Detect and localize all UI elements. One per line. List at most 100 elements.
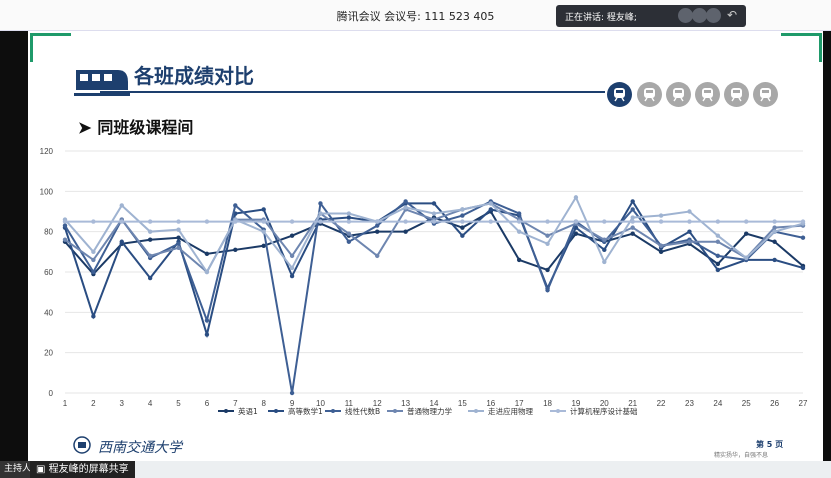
x-tick-label: 10	[316, 399, 325, 408]
x-tick-label: 22	[657, 399, 666, 408]
data-point	[62, 237, 68, 242]
data-point	[800, 219, 806, 224]
x-tick-label: 6	[205, 399, 210, 408]
data-point	[289, 273, 295, 279]
data-point	[147, 229, 153, 234]
participant-avatar-icon	[678, 8, 693, 23]
data-point	[602, 219, 607, 224]
x-tick-label: 21	[628, 399, 637, 408]
data-point	[687, 239, 692, 244]
data-point	[460, 207, 465, 212]
screen-share-icon: ▣	[36, 464, 46, 475]
nav-train-icon-2[interactable]	[637, 82, 662, 107]
data-point	[119, 203, 124, 208]
data-point	[658, 219, 664, 224]
data-point	[119, 219, 124, 224]
nav-train-icon-5[interactable]	[724, 82, 749, 107]
data-point	[147, 253, 153, 259]
data-point	[289, 233, 295, 238]
data-point	[715, 267, 721, 273]
screen-share-label: ▣ 程友峰的屏幕共享	[30, 461, 135, 478]
legend-marker	[224, 409, 228, 413]
data-point	[261, 243, 266, 248]
legend-marker	[393, 409, 397, 413]
y-tick-label: 100	[40, 187, 54, 196]
data-point	[91, 219, 96, 224]
screen-share-text: 程友峰的屏幕共享	[48, 464, 129, 475]
data-point	[516, 257, 522, 263]
x-tick-label: 15	[458, 399, 467, 408]
data-point	[687, 229, 692, 234]
meeting-title: 腾讯会议 会议号: 111 523 405	[336, 10, 495, 23]
x-tick-label: 2	[91, 399, 96, 408]
data-point	[204, 332, 210, 337]
x-tick-label: 12	[373, 399, 382, 408]
legend-label: 英语1	[238, 406, 258, 416]
data-point	[318, 219, 323, 224]
host-badge: 主持人	[0, 461, 36, 478]
line-chart: 0 20 40 60 80 100 120 1 2 3 4 5 6 7 8 9 10 11 12 13 14 15 16 17…	[28, 141, 823, 431]
data-point	[545, 219, 550, 224]
nav-train-icon-4[interactable]	[695, 82, 720, 107]
data-point	[573, 195, 579, 200]
data-point	[772, 257, 777, 263]
data-point	[602, 259, 607, 265]
data-point	[375, 223, 380, 228]
legend-label: 计算机程序设计基础	[570, 406, 638, 416]
data-point	[630, 219, 635, 224]
x-tick-label: 24	[713, 399, 722, 408]
data-point	[176, 245, 181, 250]
frame-corner	[30, 33, 71, 62]
legend-marker	[474, 409, 478, 413]
nav-train-icon-6[interactable]	[753, 82, 778, 107]
data-point	[261, 219, 266, 224]
university-name: 西南交通大学	[98, 440, 182, 456]
data-point	[715, 239, 721, 244]
right-black-border	[823, 31, 831, 461]
data-point	[289, 253, 295, 259]
data-point	[403, 229, 408, 234]
left-black-border	[0, 31, 28, 461]
data-point	[147, 237, 153, 242]
x-tick-label: 19	[571, 399, 580, 408]
data-point	[233, 203, 238, 208]
data-point	[630, 215, 635, 220]
data-point	[147, 219, 153, 224]
data-point	[346, 215, 352, 220]
university-motto: 精实扬华，自强不息	[714, 452, 769, 459]
data-point	[658, 213, 664, 218]
x-tick-label: 27	[799, 399, 808, 408]
y-tick-label: 120	[40, 147, 54, 156]
data-point	[630, 207, 635, 212]
data-point	[346, 219, 352, 224]
data-point	[176, 227, 181, 232]
data-point	[204, 318, 210, 323]
data-point	[119, 239, 124, 244]
data-point	[545, 241, 550, 246]
legend-label: 线性代数B	[345, 406, 380, 416]
nav-train-icon-3[interactable]	[666, 82, 691, 107]
data-point	[176, 235, 181, 240]
speaking-text: 正在讲话: 程友峰;	[565, 13, 637, 23]
x-tick-label: 1	[63, 399, 68, 408]
legend-marker	[331, 409, 335, 413]
data-point	[176, 241, 181, 246]
x-tick-label: 17	[515, 399, 524, 408]
data-point	[545, 287, 550, 293]
data-point	[715, 261, 721, 267]
x-tick-label: 5	[176, 399, 181, 408]
legend-marker	[556, 409, 560, 413]
x-tick-label: 14	[430, 399, 439, 408]
data-point	[431, 219, 437, 224]
data-point	[772, 239, 777, 244]
train-logo-icon	[74, 70, 130, 96]
data-point	[800, 235, 806, 240]
data-point	[176, 219, 181, 224]
data-point	[602, 237, 607, 242]
legend-label: 高等数学1	[288, 406, 323, 416]
data-point	[658, 243, 664, 248]
collapse-icon[interactable]: ↶	[727, 8, 738, 22]
data-point	[687, 219, 692, 224]
nav-train-icon-1[interactable]	[607, 82, 632, 107]
